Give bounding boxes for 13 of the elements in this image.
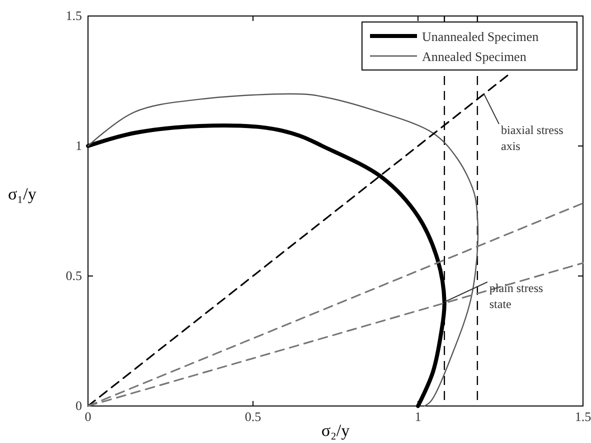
x-tick-label: 0.5 xyxy=(244,409,262,424)
legend-label: Annealed Specimen xyxy=(422,49,527,64)
y-axis-title: σ₁/y xyxy=(8,184,37,204)
annotation: biaxial stress axis xyxy=(501,123,564,153)
y-tick-label: 1.5 xyxy=(66,8,82,24)
y-tick-label: 0.5 xyxy=(66,268,82,284)
y-tick-label: 0 xyxy=(76,398,82,414)
x-tick-label: 1.5 xyxy=(574,409,591,424)
legend-label: Unannealed Specimen xyxy=(422,29,540,44)
y-tick-label: 1 xyxy=(76,138,82,154)
x-tick-label: 1 xyxy=(414,409,422,424)
annotation: plain stress state xyxy=(489,281,544,311)
x-axis-title: σ₂/y xyxy=(321,421,350,440)
